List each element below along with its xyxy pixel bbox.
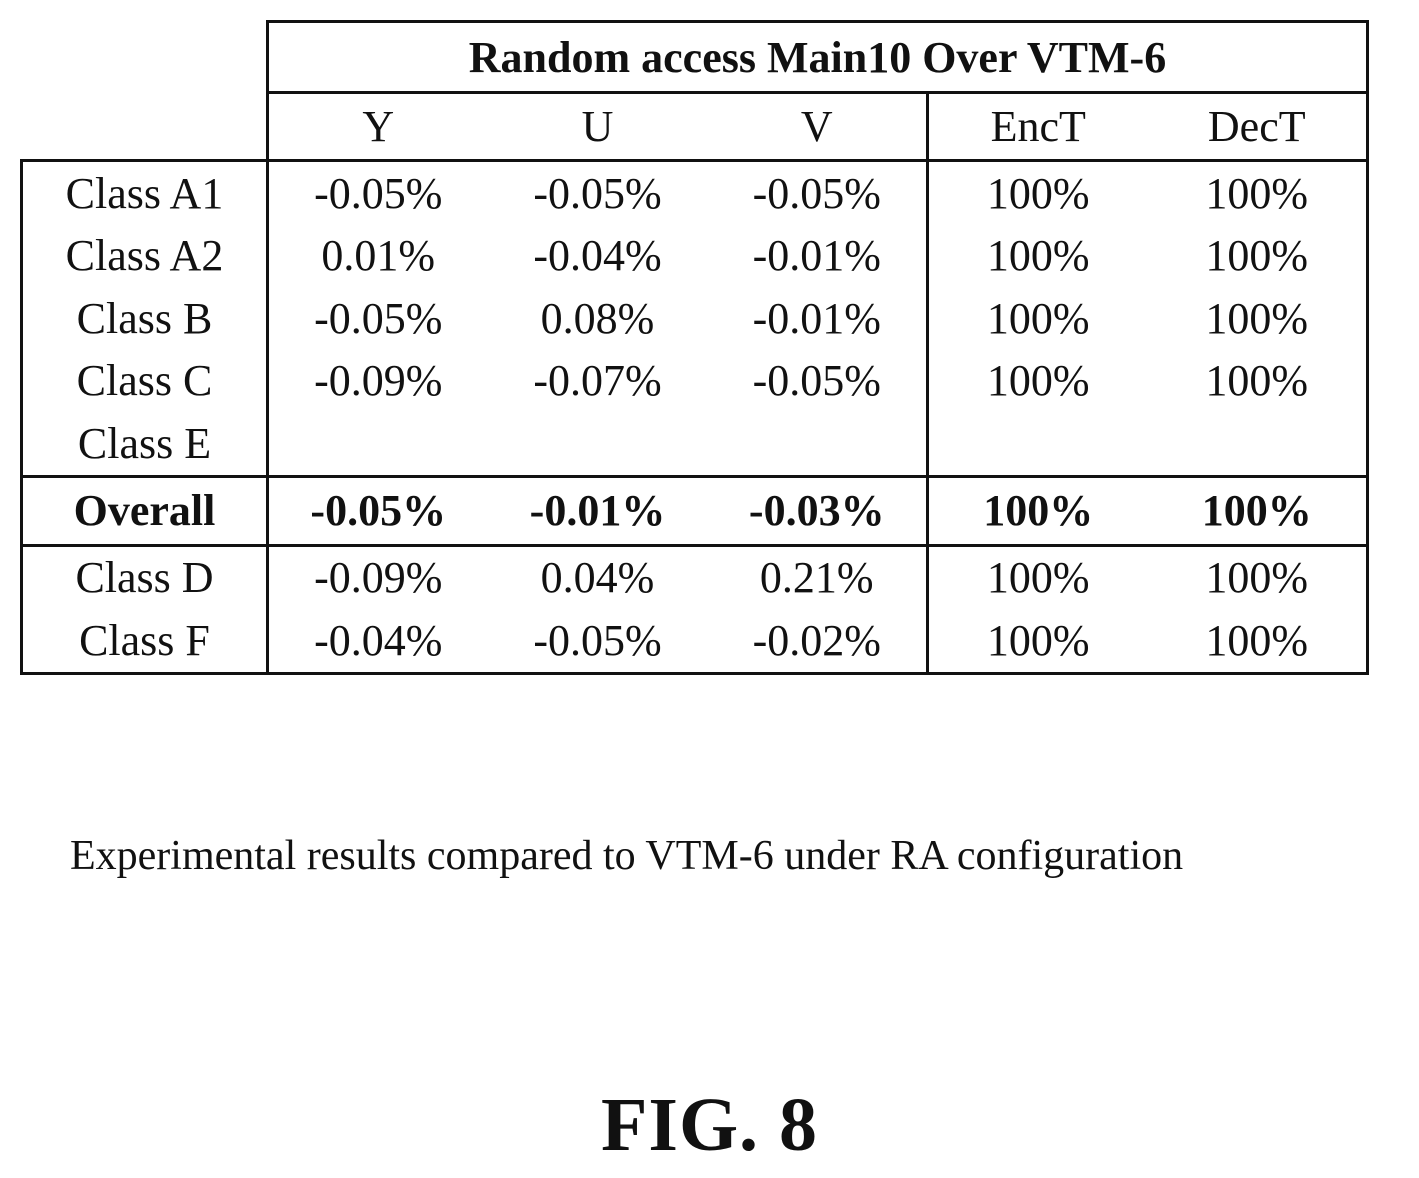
cell-v: -0.01%: [752, 231, 881, 281]
overall-v: -0.03%: [707, 474, 928, 547]
cell-y: -0.05%: [266, 160, 488, 225]
cell-v: -0.01%: [752, 293, 881, 343]
cell-enct: 100%: [926, 609, 1148, 675]
cell-v: -0.02%: [707, 609, 928, 675]
figure-caption: Experimental results compared to VTM-6 u…: [70, 833, 1184, 879]
table-title-row: Random access Main10 Over VTM-6: [22, 20, 1369, 94]
overall-enct: 100%: [926, 474, 1148, 547]
figure-label: FIG. 8: [600, 1083, 819, 1167]
cell-y: -0.09%: [266, 349, 488, 412]
table-row: Class F -0.04% -0.05% -0.02% 100% 100%: [20, 609, 1369, 675]
cell-dect: [1147, 412, 1369, 476]
cell-v: 0.21%: [759, 553, 874, 603]
cell-dect: 100%: [1147, 349, 1369, 412]
row-label: Class D: [20, 545, 268, 609]
column-header-y: Y: [266, 92, 488, 162]
blank-corner-cell: [22, 93, 268, 161]
column-header-u: U: [487, 92, 708, 162]
table-row: Class A2 0.01% -0.04% -0.01% 100% 100%: [20, 224, 1369, 287]
overall-row: Overall -0.05% -0.01% -0.03% 100% 100%: [20, 474, 1369, 547]
table-title: Random access Main10 Over VTM-6: [266, 20, 1369, 94]
cell-enct: 100%: [926, 349, 1148, 412]
table-row: Class A1 -0.05% -0.05% -0.05% 100% 100%: [20, 160, 1369, 225]
cell-u: -0.07%: [533, 356, 662, 406]
overall-label: Overall: [20, 474, 268, 547]
cell-dect: 100%: [1147, 287, 1369, 350]
overall-u: -0.01%: [487, 474, 708, 547]
cell-u: -0.04%: [533, 231, 662, 281]
cell-dect: 100%: [1147, 545, 1369, 609]
column-header-v: V: [707, 92, 928, 162]
cell-enct: 100%: [926, 287, 1148, 350]
row-label: Class C: [20, 349, 268, 412]
cell-y: -0.04%: [266, 609, 488, 675]
blank-corner-cell: [22, 22, 268, 93]
cell-dect: 100%: [1147, 160, 1369, 225]
cell-v: -0.05%: [752, 168, 881, 218]
table-row: Class C -0.09% -0.07% -0.05% 100% 100%: [20, 349, 1369, 412]
cell-y: -0.09%: [266, 545, 488, 609]
cell-u: 0.04%: [540, 553, 655, 603]
table-row: Class D -0.09% 0.04% 0.21% 100% 100%: [20, 545, 1369, 609]
cell-enct: 100%: [926, 545, 1148, 609]
column-header-row: Y U V EncT DecT: [22, 92, 1369, 162]
table-row: Class E: [20, 412, 1369, 476]
row-label: Class A1: [20, 160, 268, 225]
cell-y: -0.05%: [266, 287, 488, 350]
cell-enct: [926, 412, 1148, 476]
cell-y: [266, 412, 488, 476]
column-header-enct: EncT: [926, 92, 1148, 162]
cell-u: -0.05%: [533, 168, 662, 218]
cell-u: 0.08%: [540, 293, 655, 343]
cell-u: [488, 412, 708, 476]
row-label: Class A2: [20, 224, 268, 287]
results-table: Random access Main10 Over VTM-6 Y U V En…: [20, 20, 1369, 675]
cell-enct: 100%: [926, 224, 1148, 287]
row-label: Class E: [20, 412, 268, 476]
cell-u: -0.05%: [487, 609, 708, 675]
row-label: Class F: [20, 609, 268, 675]
cell-dect: 100%: [1147, 609, 1369, 675]
cell-v: [708, 412, 928, 476]
table-row: Class B -0.05% 0.08% -0.01% 100% 100%: [20, 287, 1369, 350]
column-header-dect: DecT: [1147, 92, 1369, 162]
cell-enct: 100%: [926, 160, 1148, 225]
overall-y: -0.05%: [266, 474, 488, 547]
cell-v: -0.05%: [752, 356, 881, 406]
cell-y: 0.01%: [266, 224, 488, 287]
cell-dect: 100%: [1147, 224, 1369, 287]
overall-dect: 100%: [1147, 474, 1369, 547]
row-label: Class B: [20, 287, 268, 350]
